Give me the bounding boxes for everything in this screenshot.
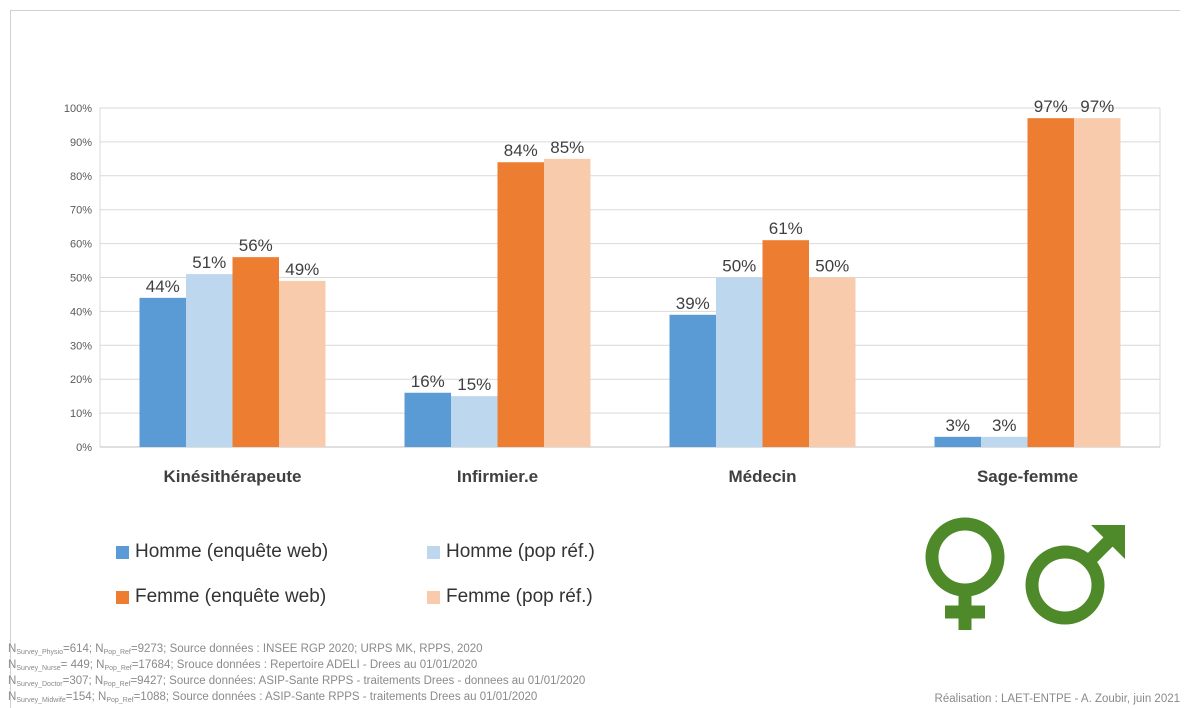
y-tick-label: 20% xyxy=(70,374,92,386)
bars xyxy=(139,118,1121,448)
y-axis: 0% 10% 20% 30% 40% 50% 60% 70% 80% 90% 100% xyxy=(64,103,92,454)
male-symbol-icon xyxy=(1025,527,1123,625)
data-label: 61% xyxy=(769,219,803,238)
footnote-physio: NSurvey_Physio=614; NPop_Ref=9273; Sourc… xyxy=(8,643,483,656)
data-label: 3% xyxy=(992,416,1017,435)
gender-symbols-icon xyxy=(925,517,1125,630)
footnote-midwife: NSurvey_Midwife=154; NPop_Ref=1088; Sour… xyxy=(8,691,538,704)
legend-item-homme-web: Homme (enquête web) xyxy=(116,541,328,563)
y-tick-label: 70% xyxy=(70,205,92,217)
legend-label: Femme (pop réf.) xyxy=(446,586,593,607)
data-labels: 44% 51% 56% 49% 16% 15% 84% 85% 39% 50% 61% 50% 3% 3%… xyxy=(146,97,1115,435)
bar xyxy=(186,274,233,447)
bar xyxy=(279,280,326,447)
legend-item-femme-web: Femme (enquête web) xyxy=(116,586,326,608)
credit-text: Réalisation : LAET-ENTPE - A. Zoubir, ju… xyxy=(934,693,1180,705)
legend-swatch xyxy=(427,590,440,604)
data-label: 50% xyxy=(815,257,849,276)
bar xyxy=(934,436,981,447)
y-tick-label: 40% xyxy=(70,306,92,318)
data-label: 44% xyxy=(146,277,180,296)
y-tick-label: 80% xyxy=(70,171,92,183)
data-label: 84% xyxy=(504,141,538,160)
y-tick-label: 30% xyxy=(70,340,92,352)
female-symbol-icon xyxy=(925,517,1005,630)
x-category-label: Kinésithérapeute xyxy=(164,467,302,486)
legend-label: Homme (pop réf.) xyxy=(446,541,595,562)
legend-item-homme-ref: Homme (pop réf.) xyxy=(427,541,595,563)
legend-swatch xyxy=(116,545,129,559)
data-label: 3% xyxy=(945,416,970,435)
data-label: 50% xyxy=(722,257,756,276)
bar xyxy=(497,162,544,448)
y-tick-label: 50% xyxy=(70,273,92,285)
data-label: 56% xyxy=(239,236,273,255)
footnote-nurse: NSurvey_Nurse= 449; NPop_Ref=17684; Srou… xyxy=(8,659,478,672)
data-label: 85% xyxy=(550,138,584,157)
male-arrow-head-icon xyxy=(1091,525,1125,559)
legend-item-femme-ref: Femme (pop réf.) xyxy=(427,586,593,608)
bar xyxy=(1027,118,1074,448)
bar xyxy=(232,257,279,447)
chart-frame xyxy=(10,10,1180,708)
y-tick-label: 0% xyxy=(76,442,92,454)
data-label: 16% xyxy=(411,372,445,391)
bar xyxy=(809,277,856,447)
bar xyxy=(404,392,451,447)
x-category-label: Sage-femme xyxy=(977,467,1078,486)
y-tick-label: 60% xyxy=(70,239,92,251)
x-category-label: Médecin xyxy=(728,467,796,486)
bar xyxy=(762,240,809,447)
data-label: 39% xyxy=(676,294,710,313)
x-axis: Kinésithérapeute Infirmier.e Médecin Sage-f… xyxy=(164,467,1079,486)
bar xyxy=(981,436,1028,447)
bar xyxy=(139,297,186,447)
y-tick-label: 100% xyxy=(64,103,92,115)
legend-label: Femme (enquête web) xyxy=(135,586,327,607)
x-category-label: Infirmier.e xyxy=(457,467,538,486)
data-label: 49% xyxy=(285,260,319,279)
data-label: 51% xyxy=(192,253,226,272)
bar xyxy=(716,277,763,447)
bar xyxy=(544,158,591,447)
y-tick-label: 10% xyxy=(70,408,92,420)
data-label: 97% xyxy=(1080,97,1114,116)
legend-swatch xyxy=(427,545,440,559)
bar xyxy=(1074,118,1121,448)
y-tick-label: 90% xyxy=(70,137,92,149)
bar xyxy=(669,314,716,447)
legend-swatch xyxy=(116,590,129,604)
footnote-doctor: NSurvey_Doctor=307; NPop_Ref=9427; Sourc… xyxy=(8,675,586,688)
data-label: 97% xyxy=(1034,97,1068,116)
data-label: 15% xyxy=(457,375,491,394)
bar xyxy=(451,396,498,447)
legend-label: Homme (enquête web) xyxy=(135,541,329,562)
